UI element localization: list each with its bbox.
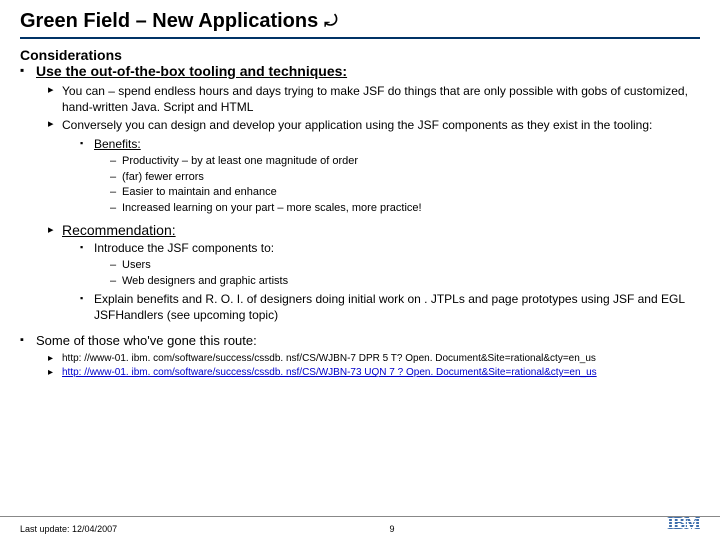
benefit-item: Increased learning on your part – more s…	[110, 201, 700, 216]
success-link[interactable]: http: //www-01. ibm. com/software/succes…	[48, 352, 700, 365]
page-number: 9	[117, 520, 667, 534]
main-bullet: Use the out-of-the-box tooling and techn…	[20, 63, 700, 79]
slide-title: Green Field – New Applications ⤾	[20, 10, 700, 39]
point-conversely: Conversely you can design and develop yo…	[48, 117, 700, 133]
slide-body: Green Field – New Applications ⤾ Conside…	[0, 0, 720, 379]
benefit-item: Productivity – by at least one magnitude…	[110, 154, 700, 169]
recommendation-heading: Recommendation:	[48, 222, 700, 238]
hook-icon: ⤾	[324, 13, 337, 31]
rec-target: Web designers and graphic artists	[110, 274, 700, 289]
rec-explain: Explain benefits and R. O. I. of designe…	[80, 291, 700, 323]
main-bullet-text: Use the out-of-the-box tooling and techn…	[36, 63, 347, 79]
footer: Last update: 12/04/2007 9 IBM	[0, 516, 720, 534]
success-link[interactable]: http: //www-01. ibm. com/software/succes…	[48, 366, 700, 379]
recommendation-label: Recommendation:	[62, 222, 176, 238]
benefit-item: Easier to maintain and enhance	[110, 185, 700, 200]
link-text: http: //www-01. ibm. com/software/succes…	[62, 353, 596, 364]
link-text: http: //www-01. ibm. com/software/succes…	[62, 367, 597, 378]
point-you-can: You can – spend endless hours and days t…	[48, 83, 700, 115]
considerations-heading: Considerations	[20, 47, 700, 63]
rec-introduce: Introduce the JSF components to:	[80, 240, 700, 256]
rec-target: Users	[110, 258, 700, 273]
benefits-heading: Benefits:	[80, 136, 700, 152]
ibm-logo: IBM	[667, 513, 700, 534]
last-update: Last update: 12/04/2007	[20, 520, 117, 534]
benefit-item: (far) fewer errors	[110, 170, 700, 185]
benefits-label: Benefits:	[94, 137, 141, 151]
route-heading: Some of those who've gone this route:	[20, 333, 700, 348]
title-text: Green Field – New Applications	[20, 10, 318, 33]
